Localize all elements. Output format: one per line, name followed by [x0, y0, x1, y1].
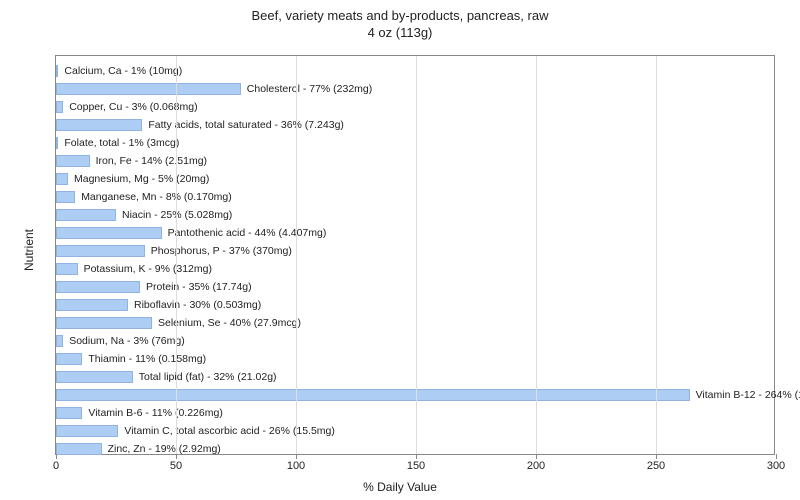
bars-container: Calcium, Ca - 1% (10mg) Cholesterol - 77%…	[56, 56, 774, 454]
xtick-label: 50	[170, 460, 182, 472]
nutrient-bar-label: Protein - 35% (17.74g)	[142, 280, 252, 294]
xtick-label: 0	[53, 460, 59, 472]
xtick-mark	[416, 454, 417, 459]
nutrient-bar	[56, 83, 241, 95]
nutrient-bar	[56, 425, 118, 437]
nutrient-bar	[56, 65, 58, 77]
nutrient-bar	[56, 227, 162, 239]
nutrient-bar-label: Folate, total - 1% (3mcg)	[60, 136, 179, 150]
xtick-mark	[776, 454, 777, 459]
nutrient-bar	[56, 443, 102, 455]
xtick-label: 150	[407, 460, 425, 472]
x-axis-label: % Daily Value	[363, 480, 437, 494]
nutrient-bar-label: Thiamin - 11% (0.158mg)	[84, 352, 206, 366]
nutrient-bar	[56, 389, 690, 401]
xtick-mark	[296, 454, 297, 459]
y-axis-label: Nutrient	[22, 229, 36, 271]
nutrient-bar	[56, 407, 82, 419]
nutrient-bar	[56, 191, 75, 203]
xtick-label: 200	[527, 460, 545, 472]
chart-title-line1: Beef, variety meats and by-products, pan…	[0, 8, 800, 25]
nutrient-bar	[56, 119, 142, 131]
nutrient-bar	[56, 299, 128, 311]
nutrient-bar	[56, 263, 78, 275]
nutrient-bar-label: Vitamin B-12 - 264% (15.82mcg)	[692, 388, 800, 402]
nutrient-bar-label: Sodium, Na - 3% (76mg)	[65, 334, 185, 348]
gridline	[656, 56, 657, 454]
nutrient-bar-label: Total lipid (fat) - 32% (21.02g)	[135, 370, 277, 384]
nutrient-bar-label: Iron, Fe - 14% (2.51mg)	[92, 154, 207, 168]
nutrient-bar-label: Copper, Cu - 3% (0.068mg)	[65, 100, 197, 114]
nutrient-bar-label: Zinc, Zn - 19% (2.92mg)	[104, 442, 221, 456]
nutrient-bar-label: Cholesterol - 77% (232mg)	[243, 82, 372, 96]
nutrient-bar-label: Phosphorus, P - 37% (370mg)	[147, 244, 292, 258]
nutrient-bar-label: Potassium, K - 9% (312mg)	[80, 262, 212, 276]
nutrient-bar-label: Calcium, Ca - 1% (10mg)	[60, 64, 182, 78]
gridline	[416, 56, 417, 454]
gridline	[176, 56, 177, 454]
nutrient-bar-label: Fatty acids, total saturated - 36% (7.24…	[144, 118, 344, 132]
nutrient-bar	[56, 245, 145, 257]
nutrient-bar	[56, 371, 133, 383]
plot-area: Calcium, Ca - 1% (10mg) Cholesterol - 77%…	[55, 55, 775, 455]
nutrient-bar	[56, 335, 63, 347]
xtick-mark	[176, 454, 177, 459]
xtick-mark	[536, 454, 537, 459]
nutrient-bar	[56, 317, 152, 329]
nutrient-bar	[56, 281, 140, 293]
nutrient-bar-label: Magnesium, Mg - 5% (20mg)	[70, 172, 209, 186]
nutrient-bar-label: Manganese, Mn - 8% (0.170mg)	[77, 190, 232, 204]
nutrient-bar-label: Vitamin B-6 - 11% (0.226mg)	[84, 406, 222, 420]
nutrient-bar-label: Riboflavin - 30% (0.503mg)	[130, 298, 261, 312]
nutrient-bar	[56, 173, 68, 185]
nutrient-bar	[56, 101, 63, 113]
gridline	[296, 56, 297, 454]
chart-title: Beef, variety meats and by-products, pan…	[0, 0, 800, 42]
xtick-mark	[656, 454, 657, 459]
xtick-label: 100	[287, 460, 305, 472]
nutrient-bar-label: Pantothenic acid - 44% (4.407mg)	[164, 226, 327, 240]
nutrient-bar	[56, 353, 82, 365]
gridline	[536, 56, 537, 454]
nutrient-bar	[56, 137, 58, 149]
xtick-mark	[56, 454, 57, 459]
chart-title-line2: 4 oz (113g)	[0, 25, 800, 42]
xtick-label: 250	[647, 460, 665, 472]
nutrient-bar-label: Vitamin C, total ascorbic acid - 26% (15…	[120, 424, 334, 438]
nutrient-bar	[56, 155, 90, 167]
nutrient-bar	[56, 209, 116, 221]
xtick-label: 300	[767, 460, 785, 472]
